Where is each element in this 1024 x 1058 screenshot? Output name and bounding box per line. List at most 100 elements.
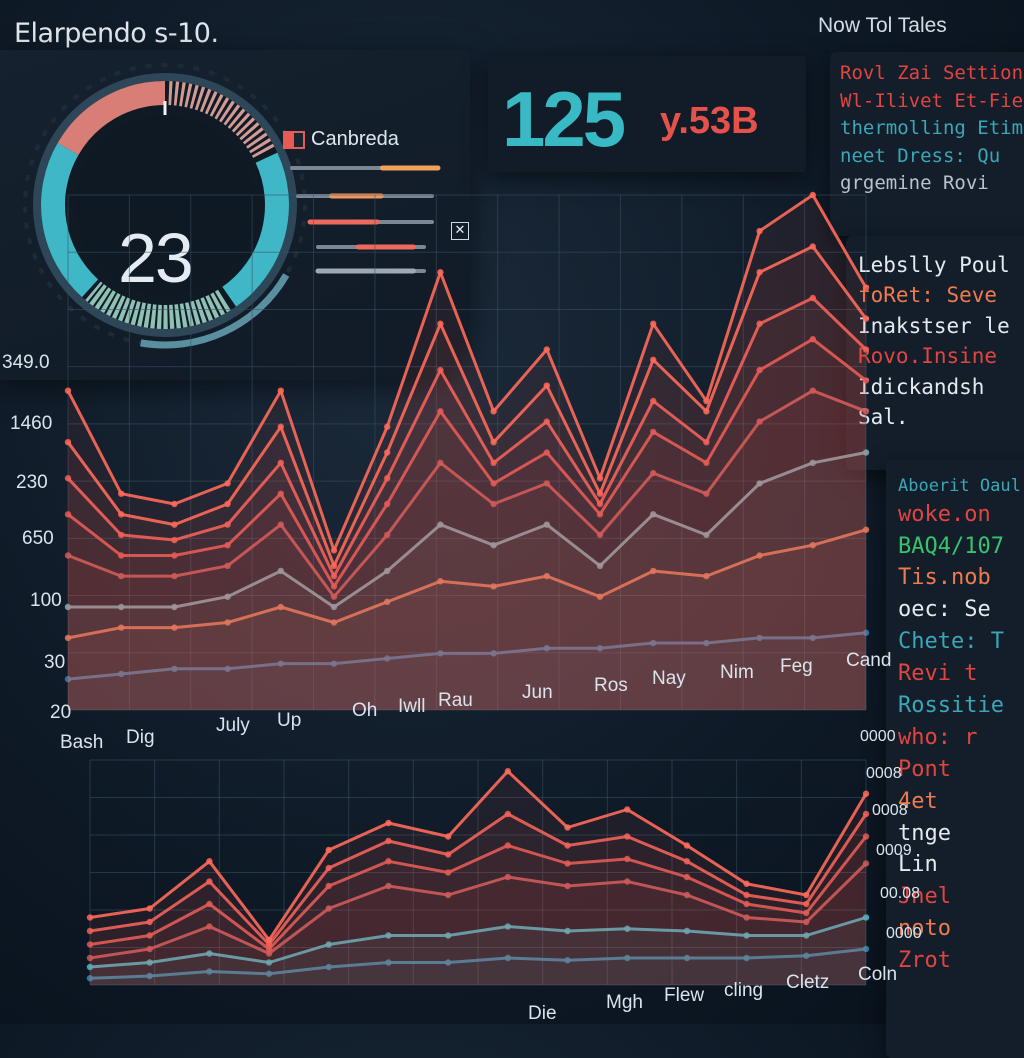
data-point bbox=[543, 480, 550, 487]
data-point bbox=[330, 603, 338, 611]
data-point bbox=[596, 531, 604, 539]
tick-label: 100 bbox=[30, 590, 62, 611]
series-line bbox=[89, 862, 868, 960]
code-line: thermolling Etimar bbox=[840, 117, 1024, 140]
data-point bbox=[325, 864, 332, 872]
data-point bbox=[564, 824, 571, 831]
code-line: Rovo.Insine bbox=[858, 344, 998, 369]
data-point bbox=[862, 377, 870, 384]
tick-label: 0008 bbox=[866, 765, 902, 782]
data-point bbox=[564, 882, 571, 890]
data-point bbox=[683, 927, 691, 935]
series-area bbox=[90, 771, 866, 985]
data-point bbox=[703, 572, 710, 580]
data-point bbox=[624, 833, 631, 840]
data-point bbox=[206, 900, 213, 908]
tick-label: Cand bbox=[846, 650, 892, 671]
kpi-number: 125 bbox=[502, 75, 626, 163]
data-point bbox=[564, 842, 571, 849]
data-point bbox=[118, 624, 125, 631]
data-point bbox=[86, 927, 94, 935]
data-point bbox=[146, 959, 153, 966]
series-area bbox=[68, 452, 866, 710]
data-point bbox=[64, 634, 72, 642]
data-point bbox=[277, 423, 284, 430]
data-point bbox=[384, 567, 391, 575]
tick-label: Mgh bbox=[606, 992, 643, 1013]
data-point bbox=[330, 660, 338, 667]
data-point bbox=[743, 932, 750, 939]
data-point bbox=[118, 670, 125, 678]
data-point bbox=[277, 660, 284, 667]
data-point bbox=[118, 531, 125, 539]
data-point bbox=[543, 382, 550, 389]
data-point bbox=[596, 500, 604, 508]
data-point bbox=[64, 675, 72, 683]
data-point bbox=[437, 408, 444, 415]
data-point bbox=[624, 954, 631, 962]
code-line: 4et bbox=[898, 788, 938, 814]
code-line: Aboerit Oaul bbox=[898, 476, 1021, 496]
data-point bbox=[862, 860, 870, 867]
series-line bbox=[67, 389, 867, 599]
data-point bbox=[146, 905, 153, 912]
code-line: neet Dress: Qu bbox=[840, 144, 1001, 167]
data-point bbox=[490, 650, 497, 657]
data-point bbox=[809, 542, 816, 549]
data-point bbox=[118, 572, 125, 580]
close-button[interactable]: ✕ bbox=[451, 222, 469, 240]
gauge-center bbox=[75, 115, 255, 295]
data-point bbox=[265, 959, 273, 966]
data-point bbox=[444, 932, 452, 939]
data-point bbox=[384, 598, 391, 606]
data-point bbox=[330, 593, 338, 600]
code-line: Pont bbox=[898, 756, 951, 782]
data-point bbox=[504, 810, 512, 818]
data-point bbox=[504, 954, 512, 962]
data-point bbox=[596, 475, 604, 482]
series-line bbox=[68, 451, 867, 609]
data-point bbox=[385, 819, 392, 827]
data-point bbox=[756, 552, 763, 559]
data-point bbox=[490, 439, 497, 446]
data-point bbox=[703, 490, 710, 497]
series-area bbox=[68, 298, 866, 710]
data-point bbox=[437, 269, 444, 276]
series-area bbox=[68, 339, 866, 710]
kpi-panel: 125 y.53B bbox=[488, 56, 806, 172]
tick-label: 20 bbox=[50, 702, 72, 723]
data-point bbox=[64, 439, 72, 446]
data-point bbox=[809, 191, 816, 199]
data-point bbox=[683, 891, 691, 899]
data-point bbox=[756, 227, 763, 235]
data-point bbox=[385, 932, 392, 939]
data-point bbox=[64, 552, 72, 559]
data-point bbox=[330, 619, 338, 626]
data-point bbox=[265, 950, 273, 957]
code-line: Revi t bbox=[898, 661, 978, 687]
tick-label: 650 bbox=[22, 528, 54, 549]
data-point bbox=[64, 387, 72, 394]
data-point bbox=[171, 603, 178, 611]
data-point bbox=[86, 954, 94, 962]
code-line: Wl-Ilivet Et-Fielse bbox=[840, 89, 1024, 112]
data-point bbox=[564, 860, 571, 867]
data-point bbox=[384, 423, 391, 430]
code-line: Tis.nob bbox=[898, 565, 991, 591]
data-point bbox=[596, 490, 604, 497]
data-point bbox=[384, 655, 391, 662]
tick-label: Flew bbox=[664, 985, 705, 1006]
data-point bbox=[650, 469, 657, 477]
data-point bbox=[325, 882, 332, 890]
data-point bbox=[650, 320, 657, 327]
data-point bbox=[504, 873, 512, 881]
data-point bbox=[384, 500, 391, 508]
series-line bbox=[89, 947, 867, 980]
data-point bbox=[650, 428, 657, 436]
data-point bbox=[206, 858, 213, 865]
data-point bbox=[624, 855, 631, 863]
data-point bbox=[444, 959, 452, 966]
data-point bbox=[118, 603, 125, 611]
gauge-outer-ticks bbox=[23, 63, 307, 347]
data-point bbox=[862, 315, 870, 322]
